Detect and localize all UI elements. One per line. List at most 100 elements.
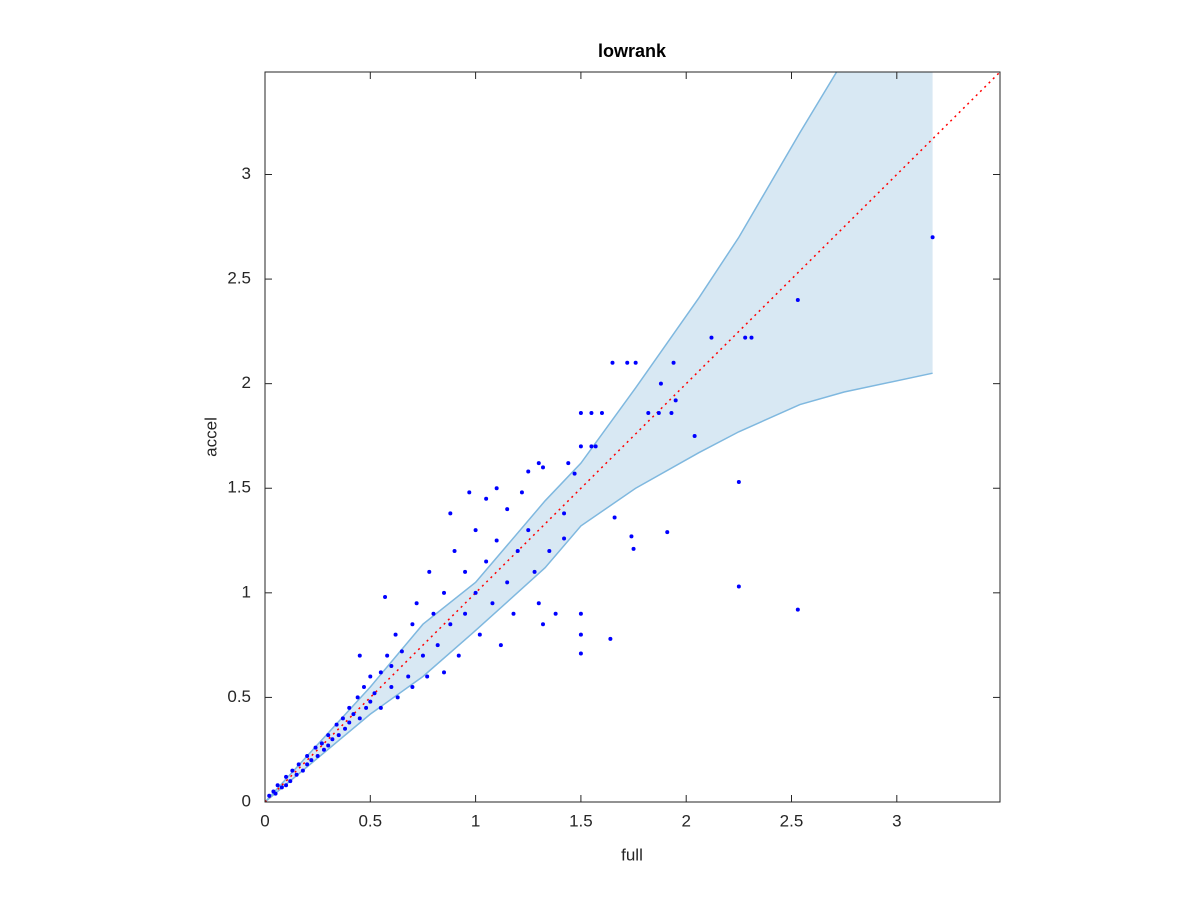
x-tick-label: 1.5 <box>569 811 593 830</box>
y-tick-label: 1 <box>242 582 251 601</box>
data-point <box>305 753 310 758</box>
data-point <box>599 410 604 415</box>
data-point <box>343 726 348 731</box>
data-point <box>526 469 531 474</box>
data-point <box>290 768 295 773</box>
data-point <box>368 699 373 704</box>
data-point <box>431 611 436 616</box>
data-point <box>473 528 478 533</box>
data-point <box>336 733 341 738</box>
y-axis-label: accel <box>201 417 220 457</box>
x-tick-label: 2 <box>681 811 690 830</box>
data-point <box>536 601 541 606</box>
data-point <box>572 471 577 476</box>
x-tick-label: 2.5 <box>780 811 804 830</box>
y-tick-label: 3 <box>242 164 251 183</box>
y-tick-label: 0.5 <box>227 687 251 706</box>
data-point <box>673 398 678 403</box>
data-point <box>442 590 447 595</box>
data-point <box>515 548 520 553</box>
data-point <box>305 762 310 767</box>
axes: 0 0.5 1 1.5 2 2.5 3 0 0.5 1 1.5 2 2.5 3 <box>227 71 1001 830</box>
data-point <box>309 758 314 763</box>
data-point <box>484 559 489 564</box>
data-point <box>536 461 541 466</box>
data-point <box>494 538 499 543</box>
data-point <box>340 716 345 721</box>
data-point <box>364 705 369 710</box>
data-point <box>490 601 495 606</box>
data-point <box>399 649 404 654</box>
data-point <box>326 733 331 738</box>
data-point <box>389 684 394 689</box>
data-point <box>275 783 280 788</box>
data-point <box>547 548 552 553</box>
data-point <box>589 410 594 415</box>
y-tick-label: 2.5 <box>227 269 251 288</box>
data-point <box>656 410 661 415</box>
data-point <box>448 622 453 627</box>
data-point <box>321 747 326 752</box>
data-point <box>442 670 447 675</box>
data-point <box>300 768 305 773</box>
data-point <box>692 433 697 438</box>
data-point <box>566 461 571 466</box>
data-point <box>578 651 583 656</box>
data-point <box>267 793 272 798</box>
data-point <box>361 684 366 689</box>
data-point <box>494 486 499 491</box>
data-point <box>330 737 335 742</box>
data-point <box>414 601 419 606</box>
data-point <box>378 705 383 710</box>
confidence-band <box>265 72 933 802</box>
data-point <box>709 335 714 340</box>
data-point <box>326 743 331 748</box>
data-point <box>562 536 567 541</box>
data-point <box>315 753 320 758</box>
data-point <box>347 720 352 725</box>
data-point <box>658 381 663 386</box>
data-point <box>578 444 583 449</box>
data-point <box>646 410 651 415</box>
data-point <box>383 595 388 600</box>
data-point <box>612 515 617 520</box>
data-point <box>553 611 558 616</box>
data-point <box>930 235 935 240</box>
data-point <box>463 611 468 616</box>
data-point <box>355 695 360 700</box>
data-point <box>288 779 293 784</box>
chart-title: lowrank <box>598 41 667 61</box>
data-point <box>347 705 352 710</box>
data-point <box>665 530 670 535</box>
data-point <box>294 772 299 777</box>
data-point <box>273 791 278 796</box>
reference-line <box>265 72 1000 802</box>
data-point <box>505 580 510 585</box>
y-tick-label: 0 <box>242 791 251 810</box>
data-point <box>319 741 324 746</box>
data-point <box>284 774 289 779</box>
data-point <box>669 410 674 415</box>
data-point <box>406 674 411 679</box>
data-point <box>395 695 400 700</box>
data-point <box>351 712 356 717</box>
data-point <box>357 716 362 721</box>
data-point <box>629 534 634 539</box>
data-point <box>631 546 636 551</box>
data-point <box>743 335 748 340</box>
data-point <box>357 653 362 658</box>
band-lower-edge <box>265 372 933 802</box>
data-point <box>505 507 510 512</box>
data-point <box>736 479 741 484</box>
data-point <box>578 611 583 616</box>
x-tick-label: 3 <box>892 811 901 830</box>
data-point <box>448 511 453 516</box>
data-point <box>749 335 754 340</box>
band-upper-edge <box>265 72 838 802</box>
data-point <box>532 569 537 574</box>
data-point <box>427 569 432 574</box>
x-axis-label: full <box>621 845 643 864</box>
data-point <box>473 590 478 595</box>
data-point <box>279 785 284 790</box>
data-point <box>313 745 318 750</box>
